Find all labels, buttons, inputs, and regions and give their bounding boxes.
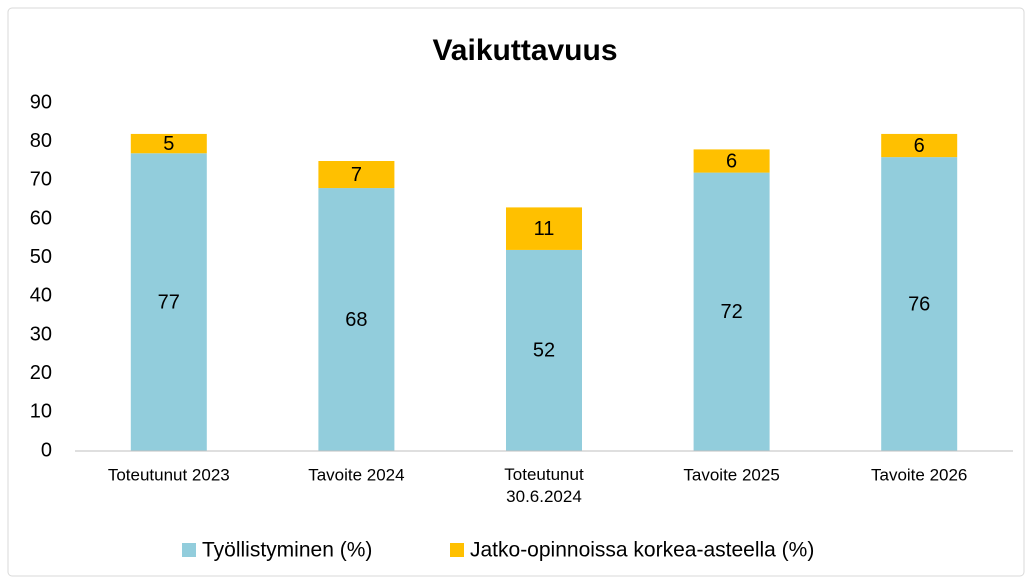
y-tick-label: 30 xyxy=(30,323,52,345)
data-label: 72 xyxy=(720,301,742,323)
x-tick-label: Toteutunut 30.6.2024 xyxy=(504,465,584,506)
data-label: 52 xyxy=(533,340,555,362)
bar-segment xyxy=(130,153,207,451)
y-tick-label: 90 xyxy=(30,91,52,113)
x-tick-label-line: 30.6.2024 xyxy=(506,487,582,506)
bar-segment xyxy=(506,207,582,250)
y-tick-label: 20 xyxy=(30,362,52,384)
data-label: 77 xyxy=(158,291,180,313)
data-label: 5 xyxy=(163,133,174,155)
x-tick-label-line: Toteutunut xyxy=(504,465,584,484)
bar-segment xyxy=(130,133,207,154)
bar-segment xyxy=(693,149,770,173)
bar-segment xyxy=(881,133,958,158)
y-tick-label: 10 xyxy=(30,401,52,423)
bar-segment xyxy=(318,161,395,189)
legend-label: Työllistyminen (%) xyxy=(202,539,372,562)
y-tick-label: 80 xyxy=(30,130,52,152)
data-label: 7 xyxy=(351,164,362,186)
x-tick-label: Tavoite 2025 xyxy=(683,465,779,484)
y-tick-label: 50 xyxy=(30,246,52,268)
legend-swatch xyxy=(182,543,196,557)
data-label: 76 xyxy=(908,293,930,315)
legend-label: Jatko-opinnoissa korkea-asteella (%) xyxy=(470,539,814,562)
x-tick-label: Tavoite 2024 xyxy=(308,465,404,484)
bar-segment xyxy=(881,157,958,451)
legend-swatch xyxy=(450,543,464,557)
data-label: 6 xyxy=(914,135,925,157)
y-tick-label: 70 xyxy=(30,169,52,191)
x-tick-label: Toteutunut 2023 xyxy=(108,465,230,484)
bar-segment xyxy=(506,249,582,451)
y-tick-label: 40 xyxy=(30,285,52,307)
bar-segment xyxy=(318,188,395,452)
data-label: 11 xyxy=(534,218,555,240)
bar-segment xyxy=(693,172,770,451)
x-tick-label: Tavoite 2026 xyxy=(871,465,967,484)
y-tick-label: 60 xyxy=(30,207,52,229)
data-label: 68 xyxy=(345,309,367,331)
chart-title: Vaikuttavuus xyxy=(432,34,617,67)
data-label: 6 xyxy=(726,150,737,172)
y-tick-label: 0 xyxy=(41,439,52,461)
